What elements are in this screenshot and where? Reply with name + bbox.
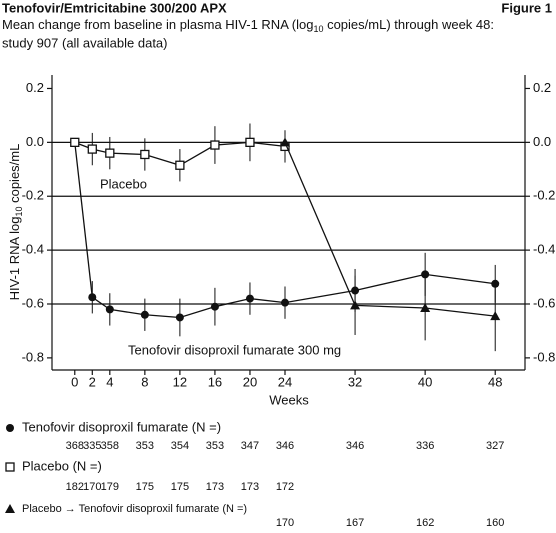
y-tick-label: -0.8 — [533, 349, 555, 364]
n-count: 167 — [346, 517, 364, 529]
subtitle: study 907 (all available data) — [2, 35, 168, 50]
annotation: Tenofovir disoproxil fumarate 300 mg — [128, 342, 341, 357]
text-part: copies/mL — [7, 144, 22, 207]
n-count: 327 — [486, 440, 504, 452]
n-count: 346 — [346, 440, 364, 452]
point — [420, 303, 431, 313]
legend-label: Placebo → Tenofovir disoproxil fumarate … — [22, 503, 247, 515]
x-tick-label: 48 — [488, 374, 502, 389]
x-tick-label: 2 — [89, 374, 96, 389]
point — [280, 298, 289, 307]
point — [140, 149, 150, 160]
y-tick-label: -0.6 — [22, 295, 44, 310]
n-count: 353 — [136, 440, 154, 452]
y-tick-label: -0.4 — [22, 242, 44, 257]
point — [70, 137, 80, 148]
x-tick-label: 16 — [208, 374, 222, 389]
chart-title: Tenofovir/Emtricitabine 300/200 APX — [2, 0, 227, 15]
point — [105, 148, 115, 158]
y-tick-label: 0.2 — [26, 80, 44, 95]
point — [140, 310, 149, 319]
point — [490, 311, 501, 321]
n-count: 162 — [416, 517, 434, 529]
text-part: 10 — [313, 24, 323, 34]
n-count: 368 — [66, 440, 84, 452]
text-part: HIV-1 RNA log — [7, 217, 22, 301]
point — [279, 137, 290, 147]
point — [87, 144, 97, 154]
n-count: 160 — [486, 517, 504, 529]
point — [245, 137, 255, 148]
y-tick-label: -0.8 — [22, 349, 44, 364]
point — [210, 140, 220, 150]
text-part: copies/mL) through week 48: — [323, 17, 494, 32]
n-count: 175 — [171, 481, 189, 493]
y-tick-label: -0.2 — [22, 188, 44, 203]
y-tick-label: 0.2 — [533, 80, 551, 95]
x-tick-label: 12 — [173, 374, 187, 389]
point — [5, 462, 15, 472]
x-tick-label: 40 — [418, 374, 432, 389]
y-tick-label: 0.0 — [26, 134, 44, 149]
n-count: 353 — [206, 440, 224, 452]
y-tick-label: 0.0 — [533, 134, 551, 149]
x-tick-label: 24 — [278, 374, 292, 389]
legend-label: Tenofovir disoproxil fumarate (N =) — [22, 419, 221, 434]
point — [210, 302, 219, 311]
x-tick-label: 32 — [348, 374, 362, 389]
x-tick-label: 0 — [71, 374, 78, 389]
point — [5, 504, 15, 513]
point — [421, 270, 430, 279]
y-tick-label: -0.6 — [533, 295, 555, 310]
point — [105, 305, 114, 314]
n-count: 175 — [136, 481, 154, 493]
y-tick-label: -0.4 — [533, 242, 555, 257]
x-tick-label: 20 — [243, 374, 257, 389]
point — [245, 294, 254, 303]
x-tick-label: 4 — [106, 374, 113, 389]
n-count: 170 — [83, 481, 101, 493]
text-part: Mean change from baseline in plasma HIV-… — [2, 17, 313, 32]
x-axis-label: Weeks — [269, 392, 309, 407]
n-count: 347 — [241, 440, 259, 452]
n-count: 335 — [83, 440, 101, 452]
n-count: 354 — [171, 440, 189, 452]
legend-label: Placebo (N =) — [22, 458, 102, 473]
n-count: 179 — [101, 481, 119, 493]
text-part: 10 — [14, 207, 24, 217]
point — [6, 424, 14, 432]
n-count: 358 — [101, 440, 119, 452]
point — [88, 293, 97, 302]
y-tick-label: -0.2 — [533, 188, 555, 203]
figure-label: Figure 1 — [501, 0, 552, 15]
n-count: 346 — [276, 440, 294, 452]
n-count: 173 — [206, 481, 224, 493]
point — [175, 160, 185, 170]
n-count: 182 — [66, 481, 84, 493]
n-count: 336 — [416, 440, 434, 452]
y-axis-label: HIV-1 RNA log10 copies/mL — [7, 144, 24, 301]
point — [175, 313, 184, 322]
n-count: 172 — [276, 481, 294, 493]
n-count: 170 — [276, 517, 294, 529]
series-line — [284, 142, 496, 317]
annotation: Placebo — [100, 176, 147, 191]
x-tick-label: 8 — [141, 374, 148, 389]
n-count: 173 — [241, 481, 259, 493]
subtitle: Mean change from baseline in plasma HIV-… — [2, 17, 494, 34]
point — [350, 300, 361, 310]
